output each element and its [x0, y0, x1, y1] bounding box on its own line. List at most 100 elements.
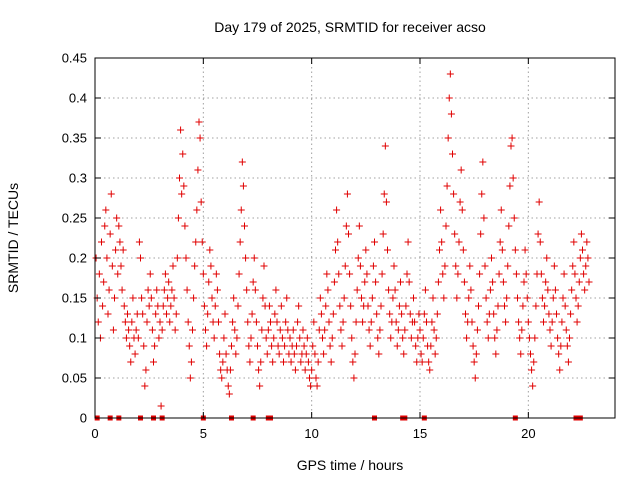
data-point: [193, 206, 201, 214]
data-point: [121, 318, 129, 326]
data-point: [550, 262, 558, 270]
data-point: [397, 278, 404, 286]
data-point: [95, 270, 103, 278]
data-point: [228, 342, 235, 350]
data-point: [205, 278, 213, 286]
data-point: [313, 382, 321, 390]
data-point: [377, 302, 385, 310]
data-point: [473, 326, 481, 334]
y-tick-label: 0.2: [69, 251, 87, 266]
data-point: [210, 334, 218, 342]
data-point: [486, 286, 494, 294]
data-point: [583, 238, 591, 246]
data-point: [453, 294, 461, 302]
data-point: [342, 222, 350, 230]
data-point: [372, 278, 380, 286]
data-point: [346, 270, 354, 278]
data-point: [231, 326, 239, 334]
data-point: [164, 294, 172, 302]
data-point: [243, 286, 251, 294]
data-point: [489, 278, 497, 286]
data-point: [540, 318, 547, 326]
data-point: [98, 238, 105, 246]
data-point: [426, 366, 434, 374]
data-point: [562, 326, 570, 334]
data-point: [295, 302, 303, 310]
data-point: [549, 294, 557, 302]
data-point: [233, 334, 241, 342]
data-point: [327, 358, 335, 366]
data-points: [92, 70, 593, 421]
data-point: [326, 342, 334, 350]
data-point: [119, 246, 127, 254]
x-tick-label: 15: [413, 426, 427, 441]
data-point: [150, 358, 157, 366]
data-point: [507, 142, 515, 150]
data-point: [206, 246, 214, 254]
data-point: [517, 350, 525, 358]
y-tick-label: 0: [80, 411, 87, 426]
data-point: [570, 238, 578, 246]
data-point: [528, 366, 536, 374]
data-point: [139, 310, 147, 318]
data-point: [340, 294, 348, 302]
data-point: [334, 238, 342, 246]
data-point: [416, 326, 424, 334]
data-point: [492, 350, 500, 358]
data-point: [470, 358, 478, 366]
data-point: [235, 270, 243, 278]
data-point: [392, 318, 400, 326]
data-point: [312, 374, 320, 382]
data-point: [276, 326, 284, 334]
data-point: [183, 286, 191, 294]
data-point: [126, 342, 134, 350]
data-point: [376, 326, 384, 334]
data-point: [251, 286, 259, 294]
data-point: [180, 182, 188, 190]
data-point: [368, 294, 376, 302]
data-point: [187, 358, 195, 366]
data-point: [436, 246, 443, 254]
data-point: [294, 318, 302, 326]
data-point: [142, 366, 150, 374]
data-point: [352, 318, 360, 326]
data-point: [476, 270, 484, 278]
data-point: [287, 358, 295, 366]
data-point: [560, 270, 568, 278]
data-point: [430, 326, 438, 334]
data-point: [204, 310, 212, 318]
data-point: [216, 350, 224, 358]
data-point: [332, 246, 339, 254]
data-point: [296, 334, 304, 342]
data-point: [468, 318, 476, 326]
data-point: [522, 270, 530, 278]
data-point: [366, 342, 374, 350]
data-point: [186, 374, 194, 382]
data-point: [519, 302, 527, 310]
data-point: [420, 310, 428, 318]
data-point: [569, 262, 577, 270]
data-point: [449, 150, 456, 158]
data-point: [194, 166, 202, 174]
data-point: [386, 310, 394, 318]
data-point: [153, 286, 161, 294]
data-point: [135, 238, 143, 246]
data-point: [559, 294, 567, 302]
data-point: [384, 246, 391, 254]
data-point: [530, 358, 538, 366]
data-point: [574, 302, 582, 310]
data-point: [211, 302, 219, 310]
data-point: [520, 278, 528, 286]
data-point: [391, 286, 399, 294]
data-point: [100, 278, 108, 286]
data-point: [141, 382, 149, 390]
data-point: [200, 302, 208, 310]
data-point: [317, 310, 325, 318]
data-point: [347, 302, 355, 310]
data-point: [545, 310, 553, 318]
data-point: [382, 198, 390, 206]
data-point: [395, 302, 403, 310]
data-point: [506, 182, 514, 190]
data-point: [337, 326, 345, 334]
data-point: [390, 262, 398, 270]
